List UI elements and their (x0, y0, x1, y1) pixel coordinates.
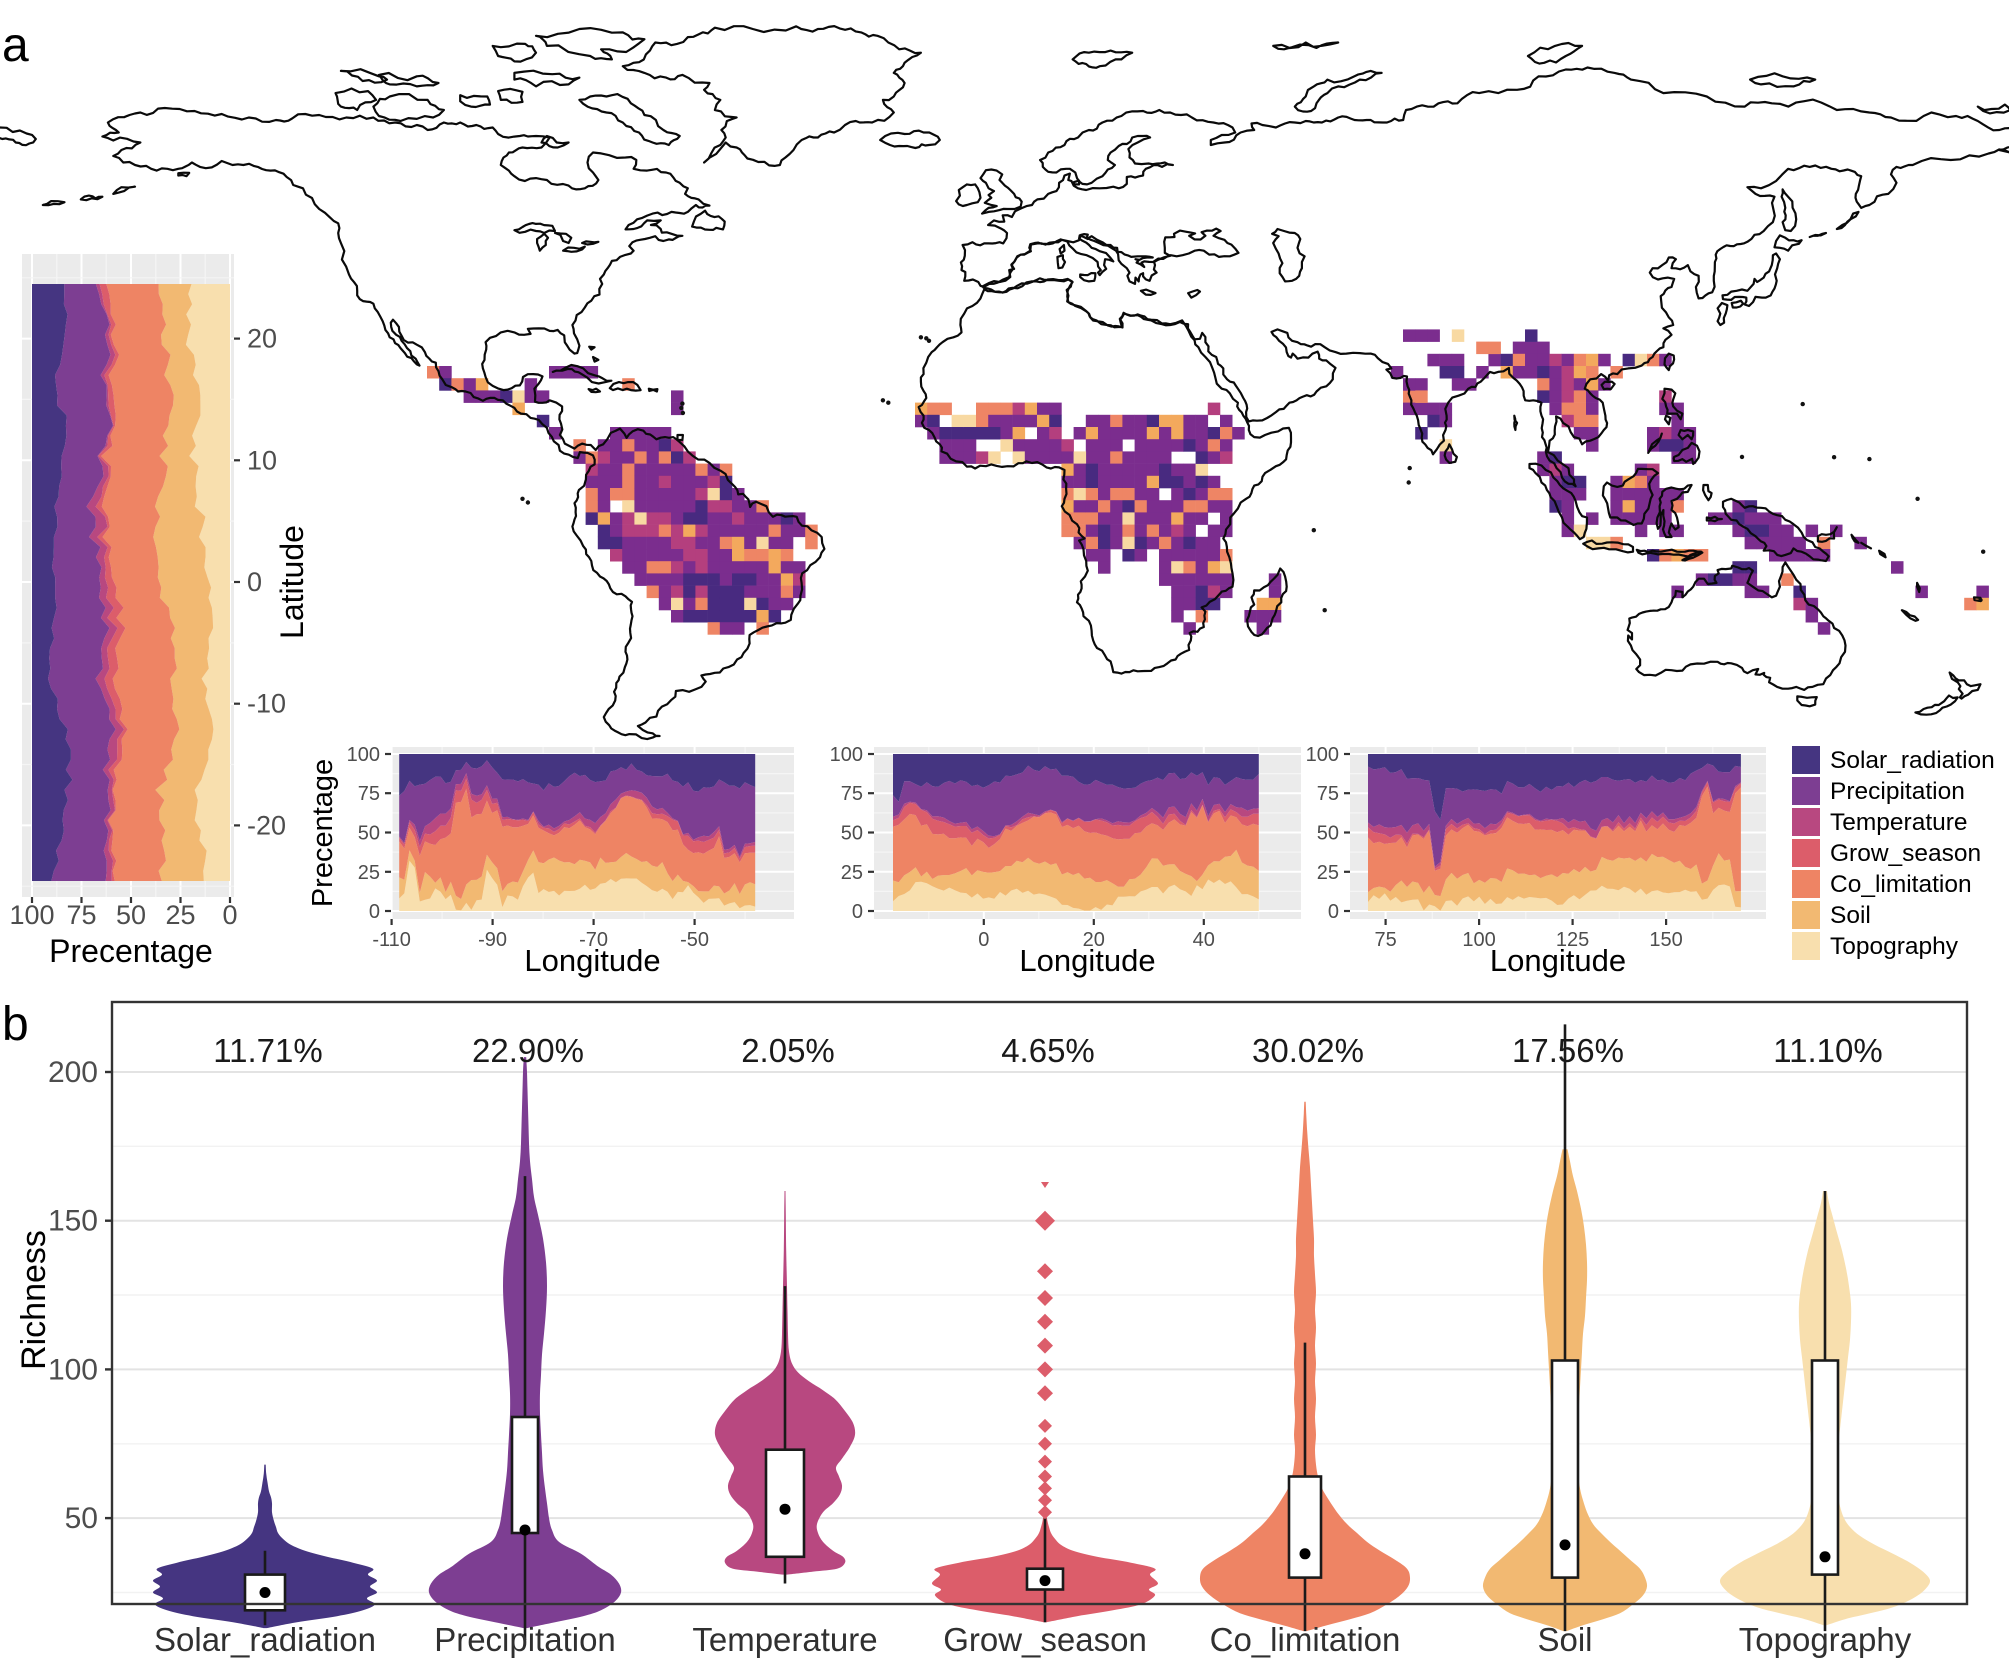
svg-text:Topography: Topography (1739, 1621, 1912, 1658)
svg-text:25: 25 (358, 862, 380, 884)
svg-text:100: 100 (1462, 929, 1495, 951)
svg-text:-10: -10 (247, 689, 286, 719)
svg-text:b: b (2, 998, 29, 1051)
svg-text:2.05%: 2.05% (741, 1032, 835, 1069)
svg-text:11.10%: 11.10% (1773, 1032, 1882, 1069)
svg-text:Temperature: Temperature (692, 1621, 877, 1658)
svg-text:Solar_radiation: Solar_radiation (154, 1621, 376, 1658)
svg-text:100: 100 (9, 900, 54, 930)
svg-text:-110: -110 (372, 929, 411, 951)
svg-text:0: 0 (247, 567, 262, 597)
svg-text:a: a (2, 19, 29, 72)
svg-text:Solar_radiation: Solar_radiation (1830, 747, 1995, 774)
svg-text:4.65%: 4.65% (1001, 1032, 1095, 1069)
svg-text:Richness: Richness (15, 1230, 53, 1370)
svg-text:75: 75 (358, 783, 380, 805)
svg-text:-70: -70 (579, 929, 608, 951)
svg-text:40: 40 (1193, 929, 1215, 951)
svg-text:20: 20 (1083, 929, 1105, 951)
svg-text:150: 150 (48, 1205, 98, 1238)
svg-text:0: 0 (978, 929, 989, 951)
svg-text:50: 50 (65, 1502, 98, 1535)
svg-text:Grow_season: Grow_season (1830, 840, 1981, 867)
svg-text:150: 150 (1649, 929, 1682, 951)
svg-text:30.02%: 30.02% (1252, 1032, 1364, 1069)
svg-text:0: 0 (852, 901, 863, 923)
svg-text:Longitude: Longitude (524, 943, 660, 978)
svg-text:Temperature: Temperature (1830, 809, 1968, 836)
svg-text:Soil: Soil (1537, 1621, 1592, 1658)
svg-text:50: 50 (116, 900, 146, 930)
svg-text:50: 50 (841, 823, 863, 845)
svg-text:Precentage: Precentage (307, 759, 339, 907)
svg-text:75: 75 (1317, 783, 1339, 805)
svg-text:100: 100 (1306, 744, 1339, 766)
svg-text:Longitude: Longitude (1019, 943, 1155, 978)
svg-text:100: 100 (48, 1353, 98, 1386)
svg-text:0: 0 (1328, 901, 1339, 923)
svg-text:50: 50 (358, 823, 380, 845)
svg-text:-20: -20 (247, 810, 286, 840)
svg-text:25: 25 (165, 900, 195, 930)
svg-text:11.71%: 11.71% (213, 1032, 322, 1069)
svg-text:50: 50 (1317, 823, 1339, 845)
svg-text:75: 75 (841, 783, 863, 805)
svg-text:25: 25 (841, 862, 863, 884)
svg-text:100: 100 (830, 744, 863, 766)
svg-text:20: 20 (247, 324, 277, 354)
svg-text:Precipitation: Precipitation (1830, 778, 1965, 805)
svg-text:Precentage: Precentage (49, 933, 213, 969)
svg-text:Co_limitation: Co_limitation (1210, 1621, 1401, 1658)
svg-text:22.90%: 22.90% (472, 1032, 584, 1069)
svg-text:-90: -90 (478, 929, 507, 951)
svg-text:0: 0 (222, 900, 237, 930)
svg-text:10: 10 (247, 445, 277, 475)
svg-text:200: 200 (48, 1056, 98, 1089)
svg-text:25: 25 (1317, 862, 1339, 884)
svg-text:17.56%: 17.56% (1512, 1032, 1624, 1069)
svg-text:100: 100 (347, 744, 380, 766)
svg-text:125: 125 (1556, 929, 1589, 951)
svg-text:Grow_season: Grow_season (943, 1621, 1147, 1658)
svg-text:75: 75 (1374, 929, 1396, 951)
svg-text:-50: -50 (680, 929, 709, 951)
svg-text:Topography: Topography (1830, 933, 1959, 960)
svg-text:Co_limitation: Co_limitation (1830, 871, 1972, 898)
svg-text:Longitude: Longitude (1490, 943, 1626, 978)
svg-text:Soil: Soil (1830, 902, 1871, 929)
svg-text:Precipitation: Precipitation (434, 1621, 616, 1658)
svg-text:Latitude: Latitude (274, 525, 310, 639)
svg-text:75: 75 (66, 900, 96, 930)
svg-text:0: 0 (369, 901, 380, 923)
